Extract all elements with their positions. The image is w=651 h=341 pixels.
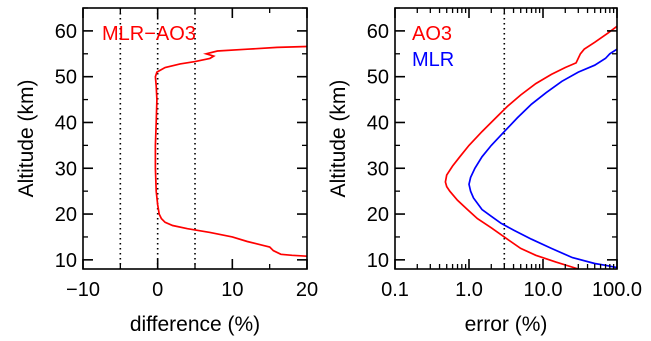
- error-series-line-2: [468, 48, 618, 269]
- error-x-tick-label: 0.1: [381, 279, 409, 301]
- error-x-tick-label: 10.0: [524, 279, 563, 301]
- error-y-tick-label: 60: [367, 21, 389, 43]
- difference-y-tick-label: 50: [55, 67, 77, 89]
- difference-x-tick-label: −10: [66, 279, 100, 301]
- difference-x-tick-label: 0: [152, 279, 163, 301]
- difference-x-axis-title: difference (%): [130, 313, 260, 336]
- error-y-tick-label: 10: [367, 250, 389, 272]
- error-plot-frame: [394, 7, 618, 270]
- error-panel: 10 20 30 40 50 60 0.1 1.0 10.0 100.0 error (%) Alti…: [327, 7, 642, 336]
- difference-panel: 10 20 30 40 50 60 −10 0 10 20 difference (%) Altitu…: [15, 7, 318, 336]
- error-series-line-1: [444, 25, 618, 270]
- error-y-axis-title: Altitude (km): [327, 80, 350, 198]
- error-legend-entry-1: AO3: [412, 23, 452, 45]
- difference-y-tick-label: 60: [55, 21, 77, 43]
- difference-y-tick-label: 20: [55, 204, 77, 226]
- difference-y-axis-title: Altitude (km): [15, 80, 38, 198]
- error-y-tick-label: 50: [367, 67, 389, 89]
- error-x-axis-title: error (%): [465, 313, 548, 336]
- error-y-tick-label: 40: [367, 112, 389, 134]
- difference-y-tick-label: 10: [55, 250, 77, 272]
- difference-y-tick-label: 30: [55, 158, 77, 180]
- difference-y-tick-label: 40: [55, 112, 77, 134]
- error-y-tick-label: 30: [367, 158, 389, 180]
- error-legend-entry-2: MLR: [412, 49, 454, 71]
- error-y-tick-label: 20: [367, 204, 389, 226]
- difference-x-tick-label: 20: [296, 279, 318, 301]
- difference-series-line-1: [154, 45, 308, 258]
- difference-x-tick-label: 10: [221, 279, 243, 301]
- error-x-tick-label: 100.0: [592, 279, 642, 301]
- error-x-tick-label: 1.0: [455, 279, 483, 301]
- difference-legend-entry-1: MLR−AO3: [102, 23, 196, 45]
